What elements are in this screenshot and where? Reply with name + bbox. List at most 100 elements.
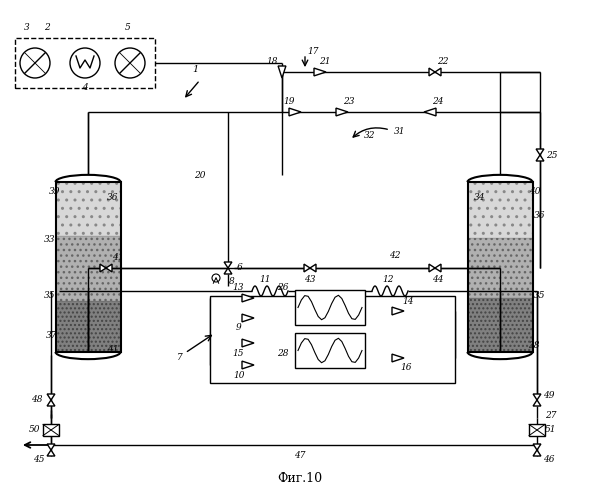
Bar [468,298,533,352]
Polygon shape [429,68,435,76]
Polygon shape [536,149,544,155]
Bar [210,296,455,383]
Text: 35: 35 [45,290,56,300]
Polygon shape [424,108,436,116]
Text: 38: 38 [529,340,541,349]
Polygon shape [242,361,254,369]
Text: 8: 8 [229,276,235,285]
Text: 42: 42 [389,252,401,260]
Text: 46: 46 [543,456,555,464]
Bar [43,424,59,436]
Text: 36: 36 [534,210,546,220]
Text: 9: 9 [236,324,242,332]
Polygon shape [224,268,232,274]
Polygon shape [429,264,435,272]
Polygon shape [106,264,112,272]
Bar [55,236,120,301]
Text: 5: 5 [125,24,131,32]
Bar [468,238,533,298]
Circle shape [115,48,145,78]
Text: 15: 15 [232,348,244,358]
Bar [295,333,365,368]
Text: Фиг.10: Фиг.10 [278,472,323,484]
Text: 21: 21 [319,58,330,66]
Text: 37: 37 [46,330,58,340]
Text: 25: 25 [546,150,557,160]
Polygon shape [336,108,348,116]
Polygon shape [242,294,254,302]
Polygon shape [289,108,301,116]
Polygon shape [224,262,232,268]
Text: 4: 4 [82,84,88,92]
Polygon shape [278,66,286,78]
Polygon shape [533,400,541,406]
Text: 11: 11 [259,274,271,283]
Text: 49: 49 [543,390,555,400]
Polygon shape [304,264,310,272]
Polygon shape [536,155,544,161]
Text: 18: 18 [266,58,278,66]
Text: 41: 41 [112,254,124,262]
Text: 10: 10 [233,370,245,380]
Text: 23: 23 [343,98,355,106]
Text: 13: 13 [232,284,244,292]
Text: 1: 1 [192,66,198,74]
Text: 7: 7 [177,354,183,362]
Text: 41: 41 [107,346,119,354]
Text: 32: 32 [364,130,376,140]
Bar [55,236,120,301]
Bar [55,182,120,236]
Polygon shape [314,68,326,76]
Text: 6: 6 [237,264,243,272]
Text: 39: 39 [49,188,61,196]
Polygon shape [47,444,55,450]
Polygon shape [100,264,106,272]
Text: 35: 35 [534,290,546,300]
Text: 12: 12 [382,274,394,283]
Polygon shape [533,394,541,400]
Text: 22: 22 [437,58,448,66]
Text: 50: 50 [29,426,41,434]
Text: 34: 34 [474,194,486,202]
Bar [295,290,365,325]
Polygon shape [533,444,541,450]
Text: 28: 28 [278,348,289,358]
Text: 44: 44 [432,276,444,284]
Bar [468,182,533,238]
Text: 40: 40 [529,188,541,196]
Polygon shape [310,264,316,272]
Text: 3: 3 [24,24,30,32]
Bar [468,182,533,238]
Text: 43: 43 [304,276,316,284]
Text: 48: 48 [31,396,43,404]
Bar [55,182,120,352]
Polygon shape [47,394,55,400]
Polygon shape [435,68,441,76]
Text: 36: 36 [107,194,119,202]
Text: 26: 26 [278,284,289,292]
Polygon shape [435,264,441,272]
Bar [468,238,533,298]
Polygon shape [47,400,55,406]
Text: 16: 16 [400,364,412,372]
Text: 17: 17 [307,48,318,56]
Polygon shape [242,339,254,347]
Text: 24: 24 [432,98,444,106]
Text: 27: 27 [545,410,557,420]
Text: 19: 19 [284,98,295,106]
Bar [55,182,120,236]
Polygon shape [242,314,254,322]
Circle shape [20,48,50,78]
Bar [15,38,155,88]
Polygon shape [47,450,55,456]
Bar [468,298,533,352]
Text: 47: 47 [294,450,306,460]
Polygon shape [392,354,404,362]
Circle shape [70,48,100,78]
Text: 14: 14 [402,296,414,306]
Bar [468,182,533,352]
Bar [55,301,120,352]
Polygon shape [533,450,541,456]
Polygon shape [392,307,404,315]
Text: 2: 2 [44,24,50,32]
